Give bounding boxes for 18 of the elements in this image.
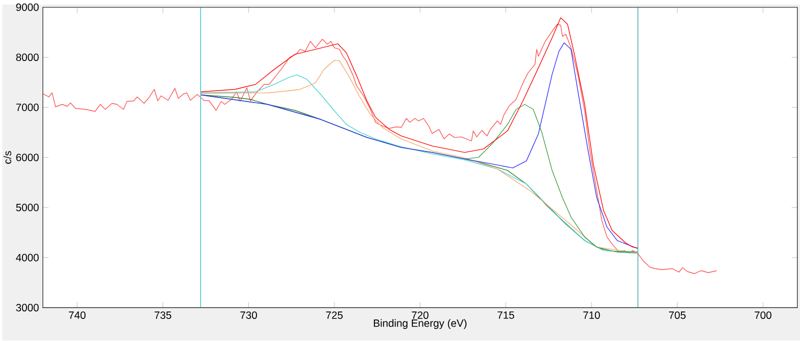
x-tick-label: 740: [68, 312, 86, 320]
y-tick-label: 7000: [16, 104, 39, 112]
x-tick-label: 700: [754, 312, 772, 320]
y-tick-label: 8000: [16, 54, 39, 62]
y-tick-label: 4000: [16, 254, 39, 262]
y-tick-label: 6000: [16, 154, 39, 162]
x-tick-label: 720: [412, 312, 428, 320]
x-tick-label: 730: [240, 312, 257, 320]
y-tick-label: 9000: [16, 4, 39, 12]
x-axis-title: Binding Energy (eV): [374, 319, 466, 330]
y-tick-label: 3000: [16, 304, 39, 312]
x-tick-label: 725: [326, 312, 343, 320]
x-tick-label: 735: [154, 312, 172, 320]
x-tick-label: 705: [669, 312, 686, 320]
y-axis-title: c/s: [4, 151, 12, 164]
x-tick-label: 715: [498, 312, 514, 320]
x-tick-label: 710: [583, 312, 600, 320]
y-tick-label: 5000: [16, 204, 39, 212]
